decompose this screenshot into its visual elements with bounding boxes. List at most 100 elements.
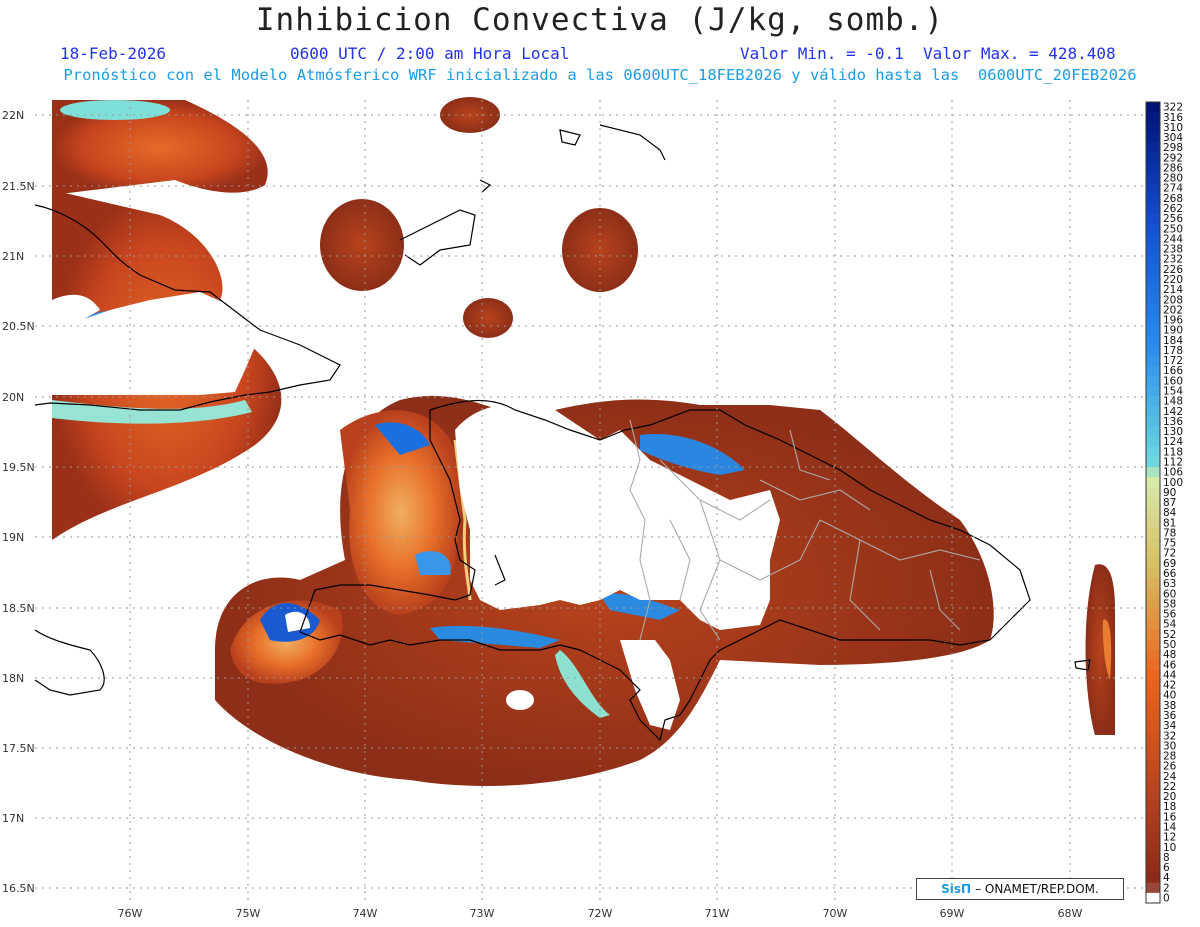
- colorbar-swatch: [1146, 122, 1160, 133]
- colorbar-label: 50: [1163, 639, 1176, 651]
- colorbar-swatch: [1146, 213, 1160, 225]
- colorbar-swatch: [1146, 720, 1160, 732]
- colorbar-swatch: [1146, 487, 1160, 498]
- colorbar-label: 44: [1163, 669, 1177, 681]
- colorbar-label: 292: [1163, 152, 1183, 164]
- province-borders: [629, 419, 981, 641]
- colorbar-label: 142: [1163, 406, 1183, 418]
- forecast-time: 0600 UTC / 2:00 am Hora Local: [290, 44, 570, 63]
- lon-label: 71W: [705, 907, 730, 920]
- colorbar-label: 60: [1163, 588, 1176, 600]
- colorbar-swatch: [1146, 294, 1160, 306]
- colorbar-label: 148: [1163, 396, 1183, 408]
- colorbar-label: 316: [1163, 112, 1183, 124]
- colorbar-label: 190: [1163, 325, 1183, 337]
- lat-label: 20N: [2, 391, 24, 404]
- colorbar-label: 172: [1163, 355, 1183, 367]
- colorbar-swatch: [1146, 436, 1160, 448]
- lon-label: 73W: [470, 907, 495, 920]
- colorbar-label: 286: [1163, 162, 1183, 174]
- colorbar-swatch: [1146, 406, 1160, 417]
- lat-label: 20.5N: [2, 320, 35, 333]
- colorbar-swatch: [1146, 791, 1160, 803]
- colorbar-swatch: [1146, 892, 1160, 904]
- colorbar-swatch: [1146, 781, 1160, 792]
- lon-label: 76W: [118, 907, 143, 920]
- colorbar-label: 226: [1163, 264, 1183, 276]
- colorbar-swatch: [1146, 568, 1160, 580]
- colorbar-swatch: [1146, 801, 1160, 813]
- colorbar-label: 66: [1163, 568, 1177, 580]
- colorbar-label: 42: [1163, 680, 1176, 692]
- colorbar-label: 310: [1163, 122, 1183, 134]
- lat-label: 17N: [2, 812, 24, 825]
- colorbar-swatch: [1146, 335, 1160, 346]
- colorbar-label: 87: [1163, 497, 1176, 509]
- lat-label: 19N: [2, 531, 24, 544]
- colorbar-label: 58: [1163, 598, 1176, 610]
- colorbar-swatch: [1146, 254, 1160, 265]
- colorbar-label: 304: [1163, 132, 1183, 144]
- colorbar-label: 262: [1163, 203, 1183, 215]
- colorbar-label: 214: [1163, 284, 1183, 296]
- colorbar-label: 63: [1163, 578, 1176, 590]
- colorbar-label: 184: [1163, 335, 1183, 347]
- lat-label: 22N: [2, 109, 24, 122]
- colorbar-swatch: [1146, 842, 1160, 853]
- map-title: Inhibicion Convectiva (J/kg, somb.): [255, 2, 945, 38]
- colorbar-label: 124: [1163, 436, 1183, 448]
- colorbar-label: 10: [1163, 842, 1176, 854]
- colorbar-swatch: [1146, 193, 1160, 204]
- colorbar-label: 8: [1163, 852, 1170, 864]
- lat-label: 19.5N: [2, 461, 35, 474]
- colorbar-swatch: [1146, 203, 1160, 215]
- colorbar-label: 46: [1163, 659, 1177, 671]
- credit-box: SisΠ – ONAMET/REP.DOM.: [916, 878, 1124, 900]
- colorbar-label: 112: [1163, 456, 1183, 468]
- colorbar-swatch: [1146, 852, 1160, 863]
- colorbar-label: 220: [1163, 274, 1183, 286]
- colorbar-swatch: [1146, 172, 1160, 184]
- colorbar-label: 244: [1163, 233, 1183, 245]
- colorbar-label: 32: [1163, 730, 1176, 742]
- colorbar-label: 160: [1163, 375, 1183, 387]
- colorbar-swatch: [1146, 507, 1160, 519]
- colorbar-label: 196: [1163, 315, 1183, 327]
- colorbar-swatch: [1146, 730, 1160, 742]
- latitude-labels: 22N 21.5N 21N 20.5N 20N 19.5N 19N 18.5N …: [2, 109, 35, 895]
- colorbar-label: 106: [1163, 467, 1183, 479]
- colorbar-label: 69: [1163, 558, 1176, 570]
- colorbar-swatch: [1146, 355, 1160, 367]
- cin-shading: [52, 97, 1115, 786]
- colorbar-swatch: [1146, 365, 1160, 377]
- colorbar-swatch: [1146, 396, 1160, 407]
- colorbar-swatch: [1146, 659, 1160, 671]
- colorbar-label: 84: [1163, 507, 1177, 519]
- colorbar-swatch: [1146, 750, 1160, 762]
- lat-label: 18N: [2, 672, 24, 685]
- colorbar-label: 6: [1163, 862, 1170, 874]
- colorbar-label: 14: [1163, 822, 1177, 834]
- colorbar-label: 202: [1163, 304, 1183, 316]
- colorbar-label: 4: [1163, 872, 1170, 884]
- colorbar-label: 40: [1163, 690, 1176, 702]
- colorbar-swatch: [1146, 446, 1160, 458]
- colorbar-swatch: [1146, 325, 1160, 336]
- colorbar-swatch: [1146, 588, 1160, 600]
- lat-label: 18.5N: [2, 602, 35, 615]
- colorbar-swatch: [1146, 882, 1160, 894]
- colorbar-swatch: [1146, 517, 1160, 529]
- colorbar-label: 118: [1163, 446, 1183, 458]
- model-subtitle: Pronóstico con el Modelo Atmósferico WRF…: [63, 66, 1137, 84]
- gridlines: [35, 100, 1143, 905]
- colorbar-swatch: [1146, 314, 1160, 326]
- colorbar-label: 268: [1163, 193, 1183, 205]
- colorbar-label: 72: [1163, 548, 1176, 560]
- colorbar-swatch: [1146, 233, 1160, 245]
- colorbar-swatch: [1146, 162, 1160, 174]
- colorbar-label: 136: [1163, 416, 1183, 428]
- colorbar-swatch: [1146, 811, 1160, 823]
- lat-label: 21N: [2, 250, 24, 263]
- colorbar-swatch: [1146, 304, 1160, 316]
